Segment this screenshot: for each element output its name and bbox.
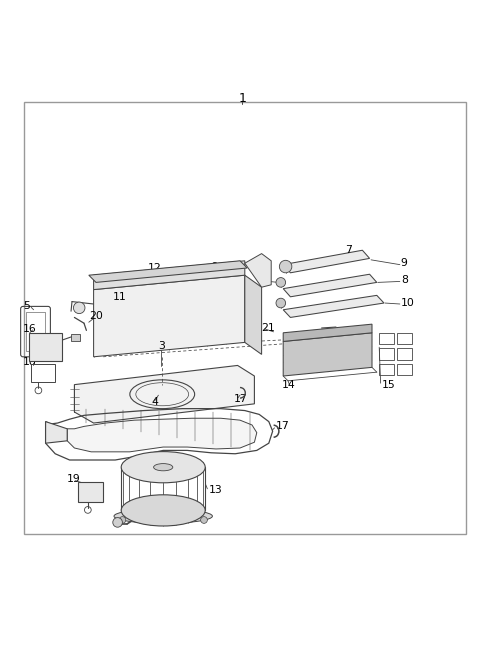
Polygon shape [245, 276, 262, 354]
Bar [379, 333, 394, 344]
Bar [78, 482, 103, 502]
Circle shape [276, 298, 286, 308]
Text: 7: 7 [345, 245, 351, 255]
Circle shape [276, 277, 286, 287]
Circle shape [201, 517, 207, 523]
Ellipse shape [114, 509, 212, 523]
Text: 17: 17 [234, 394, 248, 403]
Circle shape [279, 260, 292, 273]
Polygon shape [283, 274, 377, 297]
Text: 12: 12 [148, 263, 162, 273]
Polygon shape [74, 365, 254, 423]
Text: 9: 9 [401, 258, 408, 268]
Text: 6: 6 [210, 262, 217, 272]
Bar [379, 348, 394, 359]
Text: 1: 1 [239, 92, 246, 105]
Circle shape [119, 517, 126, 523]
Polygon shape [245, 254, 271, 287]
Bar [397, 333, 412, 344]
Polygon shape [283, 295, 384, 318]
Text: 20: 20 [89, 310, 103, 321]
Bar [71, 335, 80, 341]
Text: 8: 8 [401, 275, 408, 285]
Text: 15: 15 [382, 380, 396, 390]
Text: 13: 13 [209, 485, 223, 495]
Ellipse shape [154, 464, 173, 471]
Text: 3: 3 [158, 341, 165, 351]
Text: 10: 10 [401, 298, 415, 308]
Bar [397, 363, 412, 375]
Ellipse shape [121, 451, 205, 483]
Polygon shape [283, 333, 372, 376]
Text: 11: 11 [113, 292, 127, 302]
Polygon shape [94, 276, 245, 357]
Bar [31, 364, 55, 382]
Polygon shape [67, 419, 257, 452]
Text: 5: 5 [23, 301, 30, 312]
Text: 4: 4 [152, 398, 158, 407]
Text: 14: 14 [282, 380, 296, 390]
Polygon shape [283, 324, 372, 341]
Circle shape [73, 302, 85, 314]
Circle shape [113, 518, 122, 527]
Text: 17: 17 [276, 421, 290, 432]
Bar [29, 333, 62, 361]
Polygon shape [89, 261, 247, 282]
Bar [26, 312, 45, 351]
Text: 21: 21 [257, 274, 271, 284]
Text: 19: 19 [67, 474, 81, 484]
Polygon shape [283, 250, 370, 273]
Bar [397, 348, 412, 359]
Bar [379, 363, 394, 375]
Polygon shape [46, 422, 67, 443]
Text: 16: 16 [23, 324, 37, 334]
Ellipse shape [121, 495, 205, 526]
Polygon shape [94, 261, 245, 289]
Text: 21: 21 [262, 323, 276, 333]
Text: 18: 18 [23, 357, 37, 367]
